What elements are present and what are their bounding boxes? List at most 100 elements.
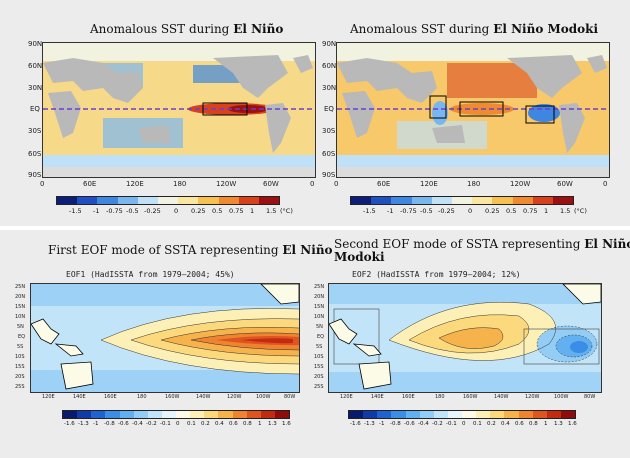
panel-1-title-bold: El Niño (233, 22, 284, 36)
p3-cbar-tick: -0.2 (146, 421, 157, 427)
p4-lon: 120W (525, 394, 540, 400)
p3-lon: 160W (165, 394, 180, 400)
p2-cbar-tick: -1.5 (363, 207, 376, 215)
p3-lat: 5N (17, 324, 24, 330)
p3-cbar-tick: -0.8 (104, 421, 115, 427)
panel-3-eof-map (30, 283, 300, 393)
p1-lat-5: 60S (28, 150, 42, 158)
p2-lon-3: 180 (467, 180, 481, 188)
p1-cbar-tick: 0.25 (191, 207, 206, 215)
p1-lon-1: 60E (83, 180, 97, 188)
p1-lon-0: 0 (40, 180, 45, 188)
panel-4-title-prefix: Second EOF mode of SSTA representing (334, 237, 585, 251)
p2-cbar-tick: 0.5 (506, 207, 517, 215)
p4-cbar-tick: -1 (379, 421, 385, 427)
p4-cbar-tick: -0.2 (432, 421, 443, 427)
panel-2-title-prefix: Anomalous SST during (350, 22, 494, 36)
p4-cbar-tick: 0.8 (529, 421, 538, 427)
p3-cbar-tick: -0.1 (160, 421, 171, 427)
panel-2-title: Anomalous SST during El Niño Modoki (350, 22, 598, 36)
p3-lat: 20S (15, 374, 25, 380)
p1-lat-3: EQ (30, 105, 40, 113)
panel-1-sst-map (42, 42, 316, 178)
panel-1-eurasia-land (43, 58, 143, 103)
p1-lon-3: 180 (173, 180, 187, 188)
p2-lat-4: 30S (322, 127, 336, 135)
p2-cbar-tick: -0.25 (438, 207, 455, 215)
panel-4-east-box (523, 328, 600, 365)
panel-2-map-svg (337, 43, 609, 177)
p4-cbar-tick: 0 (462, 421, 466, 427)
p2-cbar-tick: 1 (544, 207, 549, 215)
panel-4-title-bold: El Niño (584, 237, 630, 251)
p1-cbar-tick: -0.25 (144, 207, 161, 215)
p3-lat: 25N (15, 284, 26, 290)
panel-3-eof-label: EOF1 (HadISSTA from 1979–2004; 45%) (66, 270, 235, 279)
panel-1-title: Anomalous SST during El Niño (90, 22, 283, 36)
p1-lon-4: 120W (216, 180, 237, 188)
panel-3-maritime-continent (31, 318, 60, 345)
p3-cbar-tick: -1.3 (78, 421, 89, 427)
p1-cbar-tick: -1 (93, 207, 100, 215)
panel-1-africa-land (48, 91, 81, 138)
p4-lat: 10S (314, 354, 324, 360)
panel-2-east-box (525, 105, 555, 124)
p2-cbar-tick: -0.5 (420, 207, 433, 215)
p1-lat-4: 30S (28, 127, 42, 135)
p2-lon-2: 120E (420, 180, 438, 188)
p3-lat: 10S (15, 354, 25, 360)
p3-cbar-tick: 0.4 (215, 421, 224, 427)
p4-cbar-tick: 1 (544, 421, 548, 427)
panel-1-australia-land (138, 125, 171, 143)
p3-lon: 100W (256, 394, 271, 400)
p3-cbar-tick: 0.1 (187, 421, 196, 427)
p4-cbar-tick: 0.2 (487, 421, 496, 427)
p3-lat: 15N (15, 304, 26, 310)
panel-4-maritime-continent (329, 318, 358, 345)
p1-lat-6: 90S (28, 171, 42, 179)
p1-lat-1: 60N (28, 62, 43, 70)
p4-lon: 140E (371, 394, 384, 400)
panel-2-north-america-land (507, 55, 582, 98)
p1-cbar-tick: 1.5 (266, 207, 277, 215)
panel-1-colorbar (56, 196, 280, 205)
panel-4-australia (358, 361, 392, 390)
p2-lon-0: 0 (334, 180, 339, 188)
panel-3-map-svg (31, 284, 299, 392)
p2-lat-5: 60S (322, 150, 336, 158)
p4-cbar-tick: 1.3 (554, 421, 563, 427)
p3-lat: 5S (17, 344, 24, 350)
p3-cbar-tick: 0.2 (201, 421, 210, 427)
p4-cbar-tick: 0.4 (501, 421, 510, 427)
p4-lat: 20S (314, 374, 324, 380)
panel-1-map-svg (43, 43, 315, 177)
p4-cbar-tick: 0.6 (515, 421, 524, 427)
p4-cbar-tick: 1.6 (568, 421, 577, 427)
p3-lat: EQ (18, 334, 26, 340)
panel-3-title-prefix: First EOF mode of SSTA representing (48, 243, 283, 257)
p1-cbar-tick: 0.5 (212, 207, 223, 215)
p1-cbar-tick: -0.75 (106, 207, 123, 215)
p3-lon: 140W (196, 394, 211, 400)
p2-lat-1: 60N (322, 62, 337, 70)
p4-lat: 5S (316, 344, 323, 350)
p3-cbar-tick: 1.6 (282, 421, 291, 427)
panel-4-title: Second EOF mode of SSTA representing El … (334, 238, 630, 264)
p1-lon-6: 0 (310, 180, 315, 188)
p2-cbar-tick: 0.25 (485, 207, 500, 215)
panel-3-title-bold: El Niño (282, 243, 333, 257)
p3-cbar-tick: 0.6 (229, 421, 238, 427)
p2-cbar-unit: (°C) (574, 207, 587, 215)
panel-4-eof-map (328, 283, 602, 393)
p2-lon-4: 120W (510, 180, 531, 188)
p2-lat-6: 90S (322, 171, 336, 179)
p4-lat: EQ (317, 334, 325, 340)
p1-lon-2: 120E (126, 180, 144, 188)
p3-lon: 120W (227, 394, 242, 400)
p4-lat: 10N (314, 314, 325, 320)
panel-2-west-cool-anomaly (432, 101, 448, 125)
p3-lon: 120E (42, 394, 55, 400)
p2-lat-2: 30N (322, 84, 337, 92)
p1-cbar-tick: 0 (174, 207, 179, 215)
p4-cbar-tick: -1.3 (364, 421, 375, 427)
